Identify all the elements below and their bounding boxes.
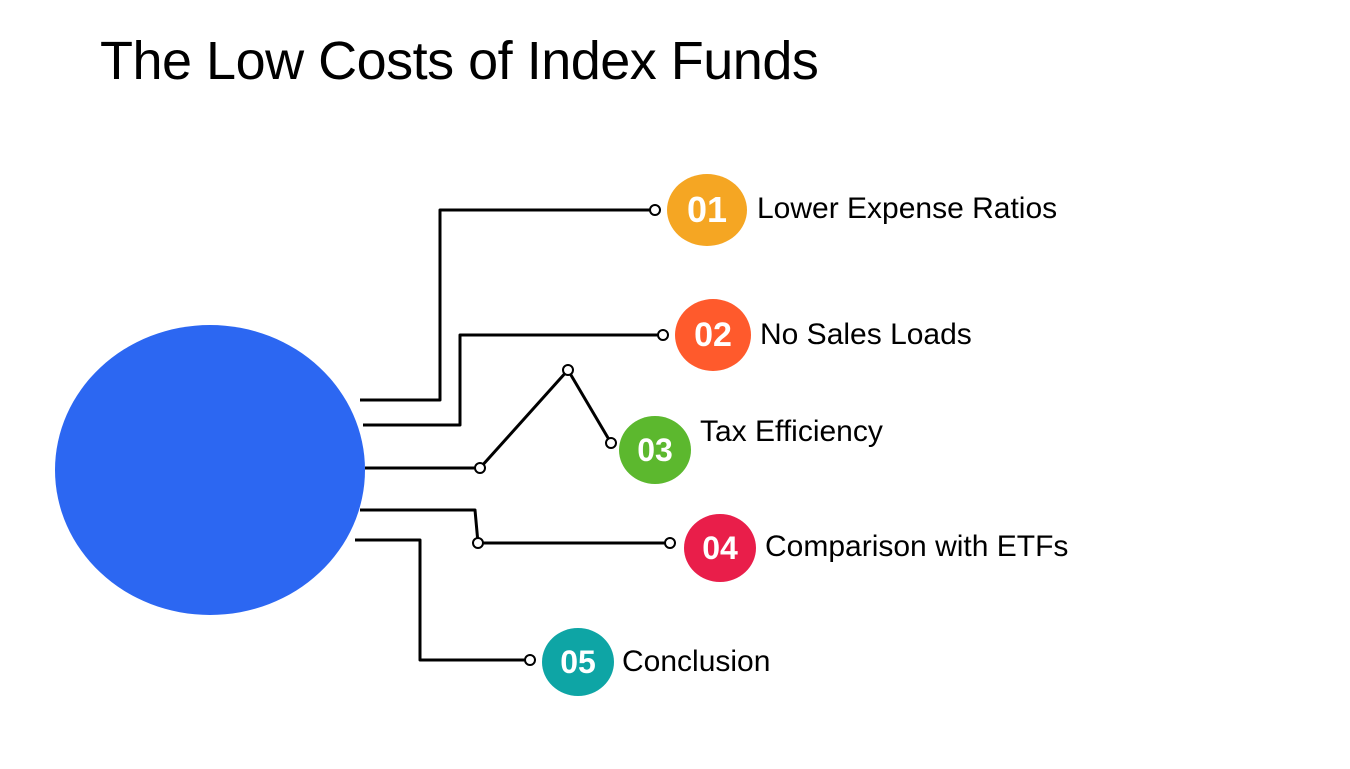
connector-endpoint [605,437,617,449]
connector-endpoint [657,329,669,341]
item-number-circle-2: 02 [675,299,751,371]
connector-endpoint [474,462,486,474]
item-label-1: Lower Expense Ratios [757,192,1057,226]
item-label-4: Comparison with ETFs [765,530,1068,564]
item-label-3: Tax Efficiency [700,415,883,449]
item-label-2: No Sales Loads [760,318,972,352]
connector-endpoint [524,654,536,666]
item-number-circle-3: 03 [619,416,691,484]
item-number-circle-1: 01 [667,174,747,246]
connector-endpoint [562,364,574,376]
connector-endpoint [649,204,661,216]
connector-endpoint [472,537,484,549]
item-label-5: Conclusion [622,645,770,679]
item-number-circle-5: 05 [542,628,614,696]
connector-endpoint [664,537,676,549]
item-number-circle-4: 04 [684,514,756,582]
